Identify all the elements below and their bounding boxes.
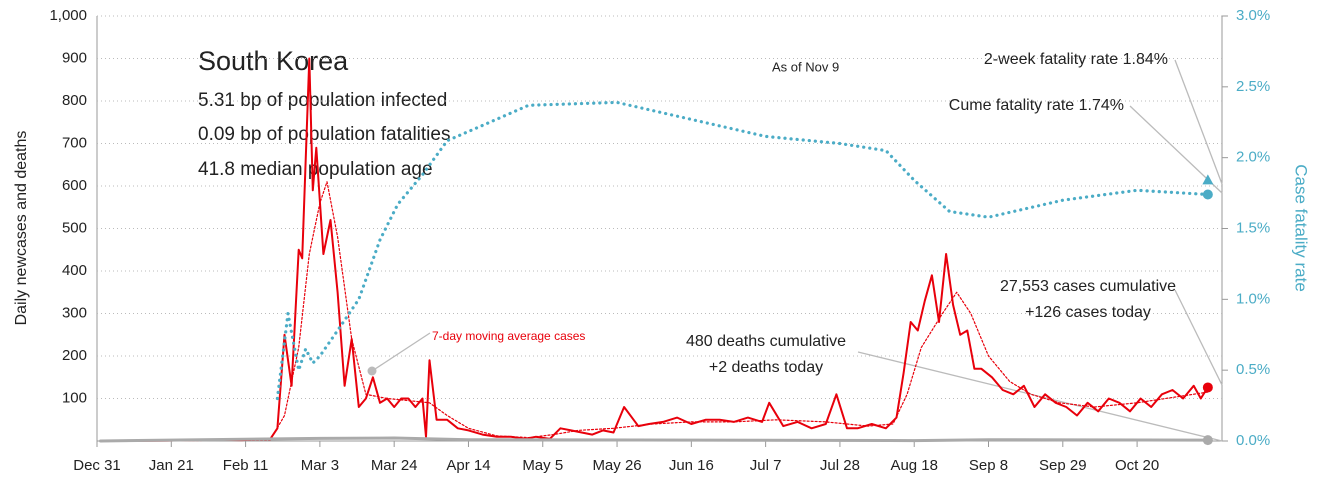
y2-tick-label: 2.5% [1236,78,1270,95]
x-tick-label: May 5 [522,457,563,474]
y-tick-label: 200 [62,347,87,364]
x-tick-label: Mar 24 [371,457,418,474]
series-line [99,57,1209,442]
x-tick-label: Sep 8 [969,457,1008,474]
marker [1202,189,1213,200]
x-tick-label: Apr 14 [446,457,490,474]
marker [1202,382,1213,393]
x-tick-label: Jun 16 [669,457,714,474]
y-tick-label: 300 [62,304,87,321]
subtitle: 5.31 bp of population infected [198,90,447,111]
x-tick-label: Oct 20 [1115,457,1159,474]
y2-tick-label: 2.0% [1236,149,1270,166]
x-tick-label: Aug 18 [890,457,938,474]
connector [371,332,431,372]
annotation: Cume fatality rate 1.74% [949,97,1124,114]
y-tick-label: 900 [62,49,87,66]
x-tick-label: May 26 [592,457,641,474]
connector [1174,59,1223,185]
y2-tick-label: 3.0% [1236,7,1270,24]
x-tick-label: Jul 28 [820,457,860,474]
annotation: 27,553 cases cumulative [1000,278,1176,295]
y-tick-label: 700 [62,134,87,151]
y-axis-label: Daily newcases and deaths [13,131,30,326]
marker [1202,174,1214,185]
x-tick-label: Jul 7 [750,457,782,474]
x-tick-label: Mar 3 [301,457,339,474]
y2-tick-label: 0.5% [1236,361,1270,378]
series-line [275,100,1210,401]
y-tick-label: 400 [62,262,87,279]
annotation: +2 deaths today [709,359,823,376]
note: As of Nov 9 [772,59,839,74]
y2-tick-label: 1.5% [1236,219,1270,236]
connector [1174,289,1223,386]
annotation: 480 deaths cumulative [686,333,846,350]
y-tick-label: 1,000 [49,7,87,24]
series-line [99,181,1209,442]
y-tick-label: 600 [62,177,87,194]
annotation: +126 cases today [1025,304,1151,321]
marker [1202,435,1213,446]
annotation: 7-day moving average cases [432,329,585,343]
chart-title: South Korea [198,46,349,76]
x-tick-label: Jan 21 [149,457,194,474]
connector-dot [367,366,377,376]
y2-tick-label: 1.0% [1236,290,1270,307]
x-tick-label: Dec 31 [73,457,121,474]
x-tick-label: Feb 11 [223,457,269,474]
x-tick-label: Sep 29 [1039,457,1087,474]
y-tick-label: 800 [62,92,87,109]
series-line [99,436,1210,443]
y-tick-label: 500 [62,219,87,236]
subtitle: 0.09 bp of population fatalities [198,124,450,145]
y2-axis-label: Case fatality rate [1292,164,1311,292]
y2-tick-label: 0.0% [1236,432,1270,449]
annotation: 2-week fatality rate 1.84% [984,51,1168,68]
y-tick-label: 100 [62,389,87,406]
